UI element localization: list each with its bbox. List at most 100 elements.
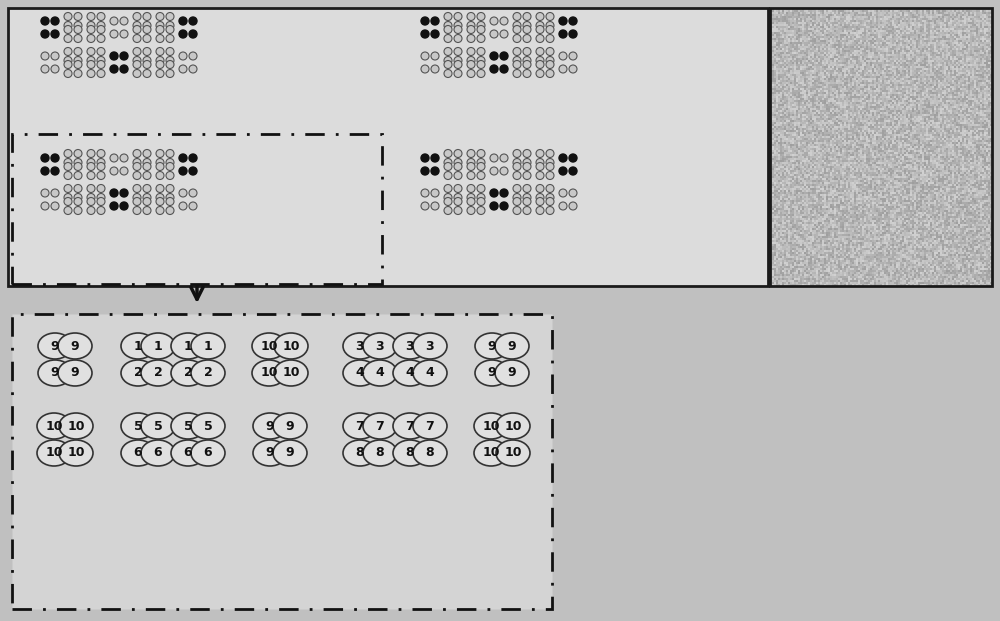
Circle shape <box>523 57 531 65</box>
Circle shape <box>536 171 544 179</box>
Circle shape <box>444 57 452 65</box>
Circle shape <box>490 65 498 73</box>
Circle shape <box>189 154 197 162</box>
Circle shape <box>467 163 475 171</box>
Circle shape <box>523 184 531 193</box>
Circle shape <box>120 189 128 197</box>
Circle shape <box>110 189 118 197</box>
Circle shape <box>64 47 72 55</box>
Text: 9: 9 <box>508 340 516 353</box>
Ellipse shape <box>38 333 72 359</box>
Circle shape <box>51 30 59 38</box>
Text: 10: 10 <box>45 420 63 432</box>
Circle shape <box>513 12 521 20</box>
Circle shape <box>431 167 439 175</box>
Text: 10: 10 <box>482 446 500 460</box>
Circle shape <box>133 47 141 55</box>
Text: 1: 1 <box>154 340 162 353</box>
Ellipse shape <box>496 413 530 439</box>
Circle shape <box>513 22 521 30</box>
Circle shape <box>166 25 174 34</box>
Circle shape <box>500 65 508 73</box>
Circle shape <box>143 25 151 34</box>
Circle shape <box>143 158 151 166</box>
Circle shape <box>166 70 174 78</box>
Circle shape <box>421 30 429 38</box>
Circle shape <box>156 70 164 78</box>
Ellipse shape <box>171 360 205 386</box>
Circle shape <box>454 22 462 30</box>
Text: 3: 3 <box>406 340 414 353</box>
Circle shape <box>536 60 544 68</box>
Text: 10: 10 <box>504 420 522 432</box>
Text: 10: 10 <box>67 420 85 432</box>
Circle shape <box>431 65 439 73</box>
Text: 3: 3 <box>376 340 384 353</box>
Circle shape <box>444 163 452 171</box>
Circle shape <box>490 202 498 210</box>
Circle shape <box>467 47 475 55</box>
Circle shape <box>64 158 72 166</box>
Circle shape <box>97 35 105 42</box>
Circle shape <box>87 70 95 78</box>
Circle shape <box>546 163 554 171</box>
Circle shape <box>133 60 141 68</box>
Circle shape <box>87 207 95 214</box>
Text: 10: 10 <box>504 446 522 460</box>
Circle shape <box>133 197 141 206</box>
Ellipse shape <box>343 440 377 466</box>
Circle shape <box>166 197 174 206</box>
Text: 10: 10 <box>282 340 300 353</box>
Ellipse shape <box>253 413 287 439</box>
Circle shape <box>546 70 554 78</box>
Circle shape <box>179 154 187 162</box>
Circle shape <box>156 163 164 171</box>
Circle shape <box>133 25 141 34</box>
Text: 5: 5 <box>204 420 212 432</box>
Circle shape <box>143 57 151 65</box>
Text: 10: 10 <box>67 446 85 460</box>
Circle shape <box>133 158 141 166</box>
Text: 6: 6 <box>134 446 142 460</box>
Circle shape <box>454 163 462 171</box>
Circle shape <box>444 12 452 20</box>
Text: 3: 3 <box>426 340 434 353</box>
Circle shape <box>536 184 544 193</box>
Circle shape <box>97 207 105 214</box>
Circle shape <box>51 52 59 60</box>
Ellipse shape <box>252 360 286 386</box>
Text: 9: 9 <box>286 420 294 432</box>
Circle shape <box>513 57 521 65</box>
Circle shape <box>120 30 128 38</box>
Text: 4: 4 <box>406 366 414 379</box>
Text: 7: 7 <box>426 420 434 432</box>
Circle shape <box>74 25 82 34</box>
Circle shape <box>536 12 544 20</box>
Text: 2: 2 <box>204 366 212 379</box>
Circle shape <box>41 65 49 73</box>
Circle shape <box>87 184 95 193</box>
Circle shape <box>179 30 187 38</box>
Ellipse shape <box>393 440 427 466</box>
Circle shape <box>189 17 197 25</box>
Circle shape <box>546 25 554 34</box>
Ellipse shape <box>495 333 529 359</box>
Text: 8: 8 <box>356 446 364 460</box>
Circle shape <box>523 207 531 214</box>
Circle shape <box>513 150 521 158</box>
Circle shape <box>143 47 151 55</box>
Circle shape <box>74 35 82 42</box>
Circle shape <box>546 60 554 68</box>
Circle shape <box>477 12 485 20</box>
Circle shape <box>51 154 59 162</box>
Circle shape <box>64 194 72 201</box>
Circle shape <box>513 25 521 34</box>
Circle shape <box>110 202 118 210</box>
Circle shape <box>523 22 531 30</box>
Circle shape <box>189 167 197 175</box>
Circle shape <box>454 35 462 42</box>
Ellipse shape <box>496 440 530 466</box>
Circle shape <box>467 70 475 78</box>
Circle shape <box>513 60 521 68</box>
Ellipse shape <box>273 413 307 439</box>
